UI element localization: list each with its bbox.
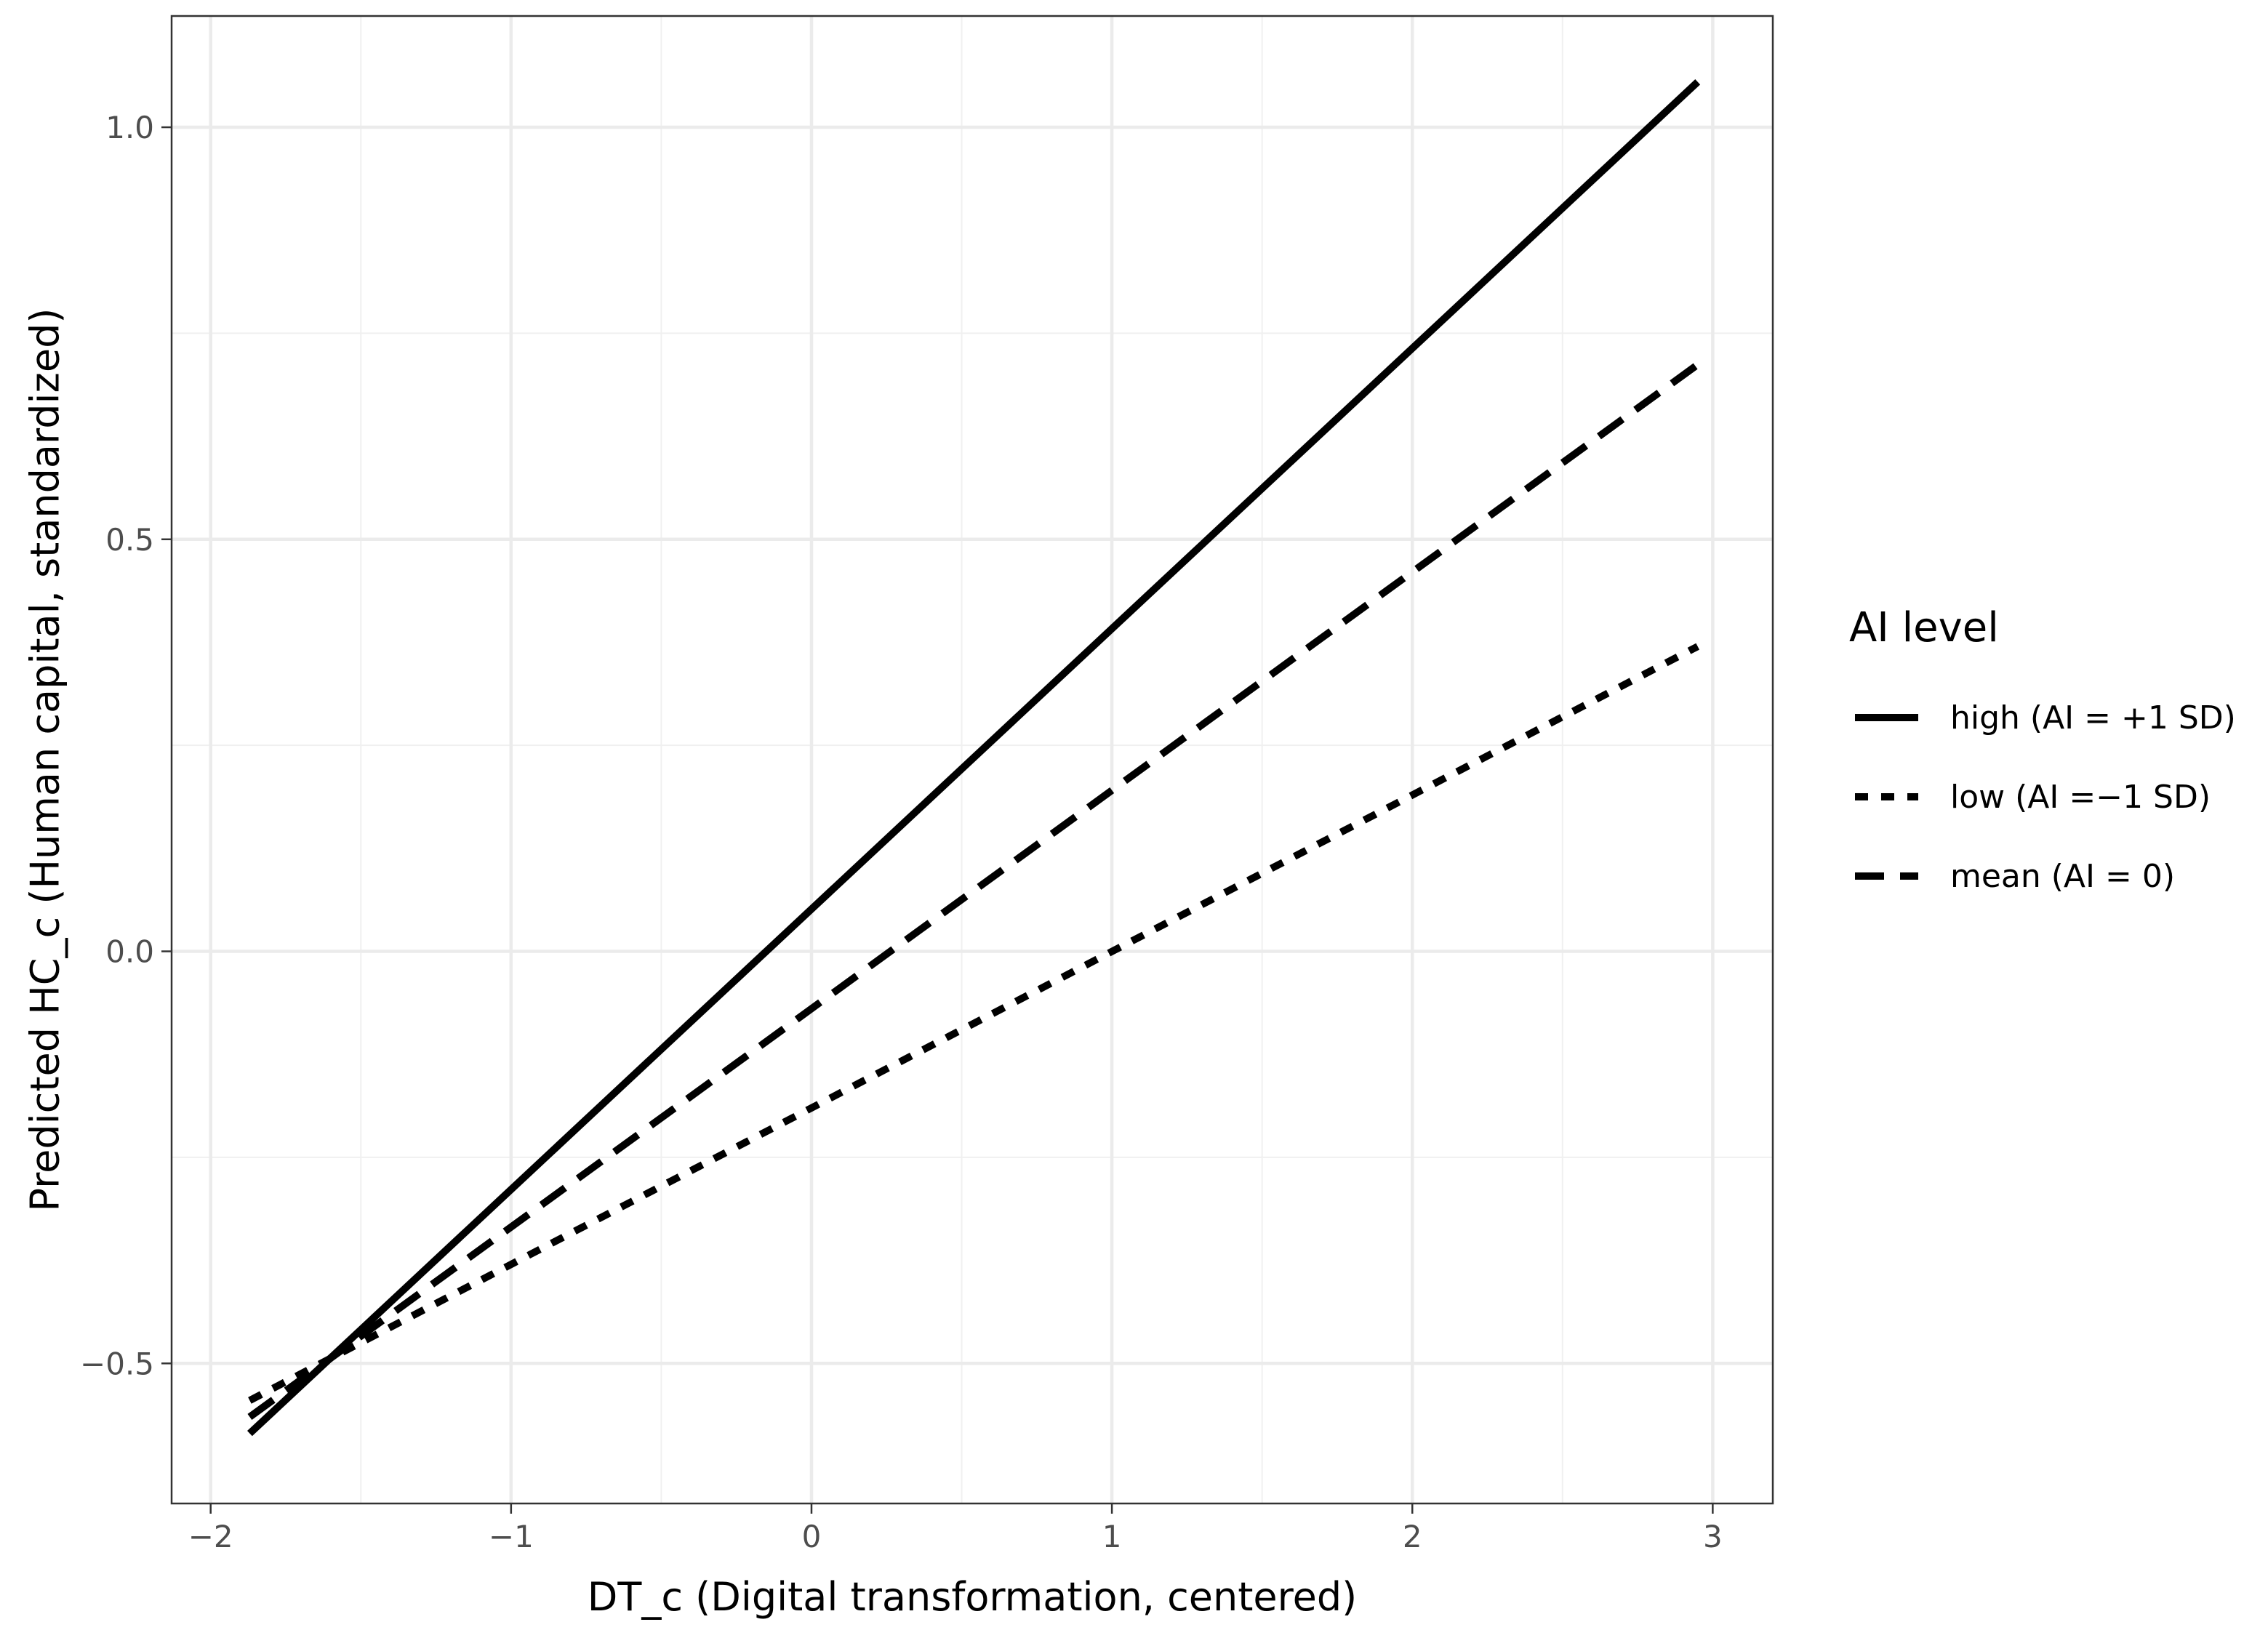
x-tick-label: 2 bbox=[1403, 1519, 1422, 1554]
x-tick-label: 1 bbox=[1102, 1519, 1122, 1554]
x-tick-label: −2 bbox=[188, 1519, 233, 1554]
y-tick-label: 1.0 bbox=[105, 110, 154, 145]
y-tick-label: 0.5 bbox=[105, 522, 154, 558]
legend-label: low (AI =−1 SD) bbox=[1950, 779, 2211, 816]
legend-label: mean (AI = 0) bbox=[1950, 858, 2175, 895]
x-tick-label: 0 bbox=[802, 1519, 822, 1554]
series-line-dashed bbox=[247, 361, 1700, 1421]
legend: AI level high (AI = +1 SD) low (AI =−1 SD… bbox=[1849, 604, 2236, 895]
grid-minor bbox=[172, 16, 1773, 1503]
y-axis-title: Predicted HC_c (Human capital, standardi… bbox=[23, 308, 68, 1212]
plot-border bbox=[170, 15, 1774, 1505]
legend-items: high (AI = +1 SD) low (AI =−1 SD) mean (AI… bbox=[1855, 699, 2236, 895]
series-layer bbox=[247, 79, 1701, 1437]
legend-label: high (AI = +1 SD) bbox=[1950, 699, 2236, 736]
y-tick-label: −0.5 bbox=[80, 1346, 154, 1381]
y-tick-label: 0.0 bbox=[105, 934, 154, 970]
x-axis-title: DT_c (Digital transformation, centered) bbox=[588, 1574, 1357, 1620]
grid-major bbox=[172, 16, 1773, 1503]
y-axis-ticks: −0.5 0.0 0.5 1.0 bbox=[80, 110, 172, 1381]
series-line-solid bbox=[247, 79, 1701, 1437]
series-line-dotted bbox=[248, 643, 1700, 1404]
x-tick-label: 3 bbox=[1703, 1519, 1723, 1554]
legend-title: AI level bbox=[1849, 604, 1999, 651]
x-axis-ticks: −2 −1 0 1 2 3 bbox=[188, 1503, 1723, 1554]
x-tick-label: −1 bbox=[489, 1519, 534, 1554]
